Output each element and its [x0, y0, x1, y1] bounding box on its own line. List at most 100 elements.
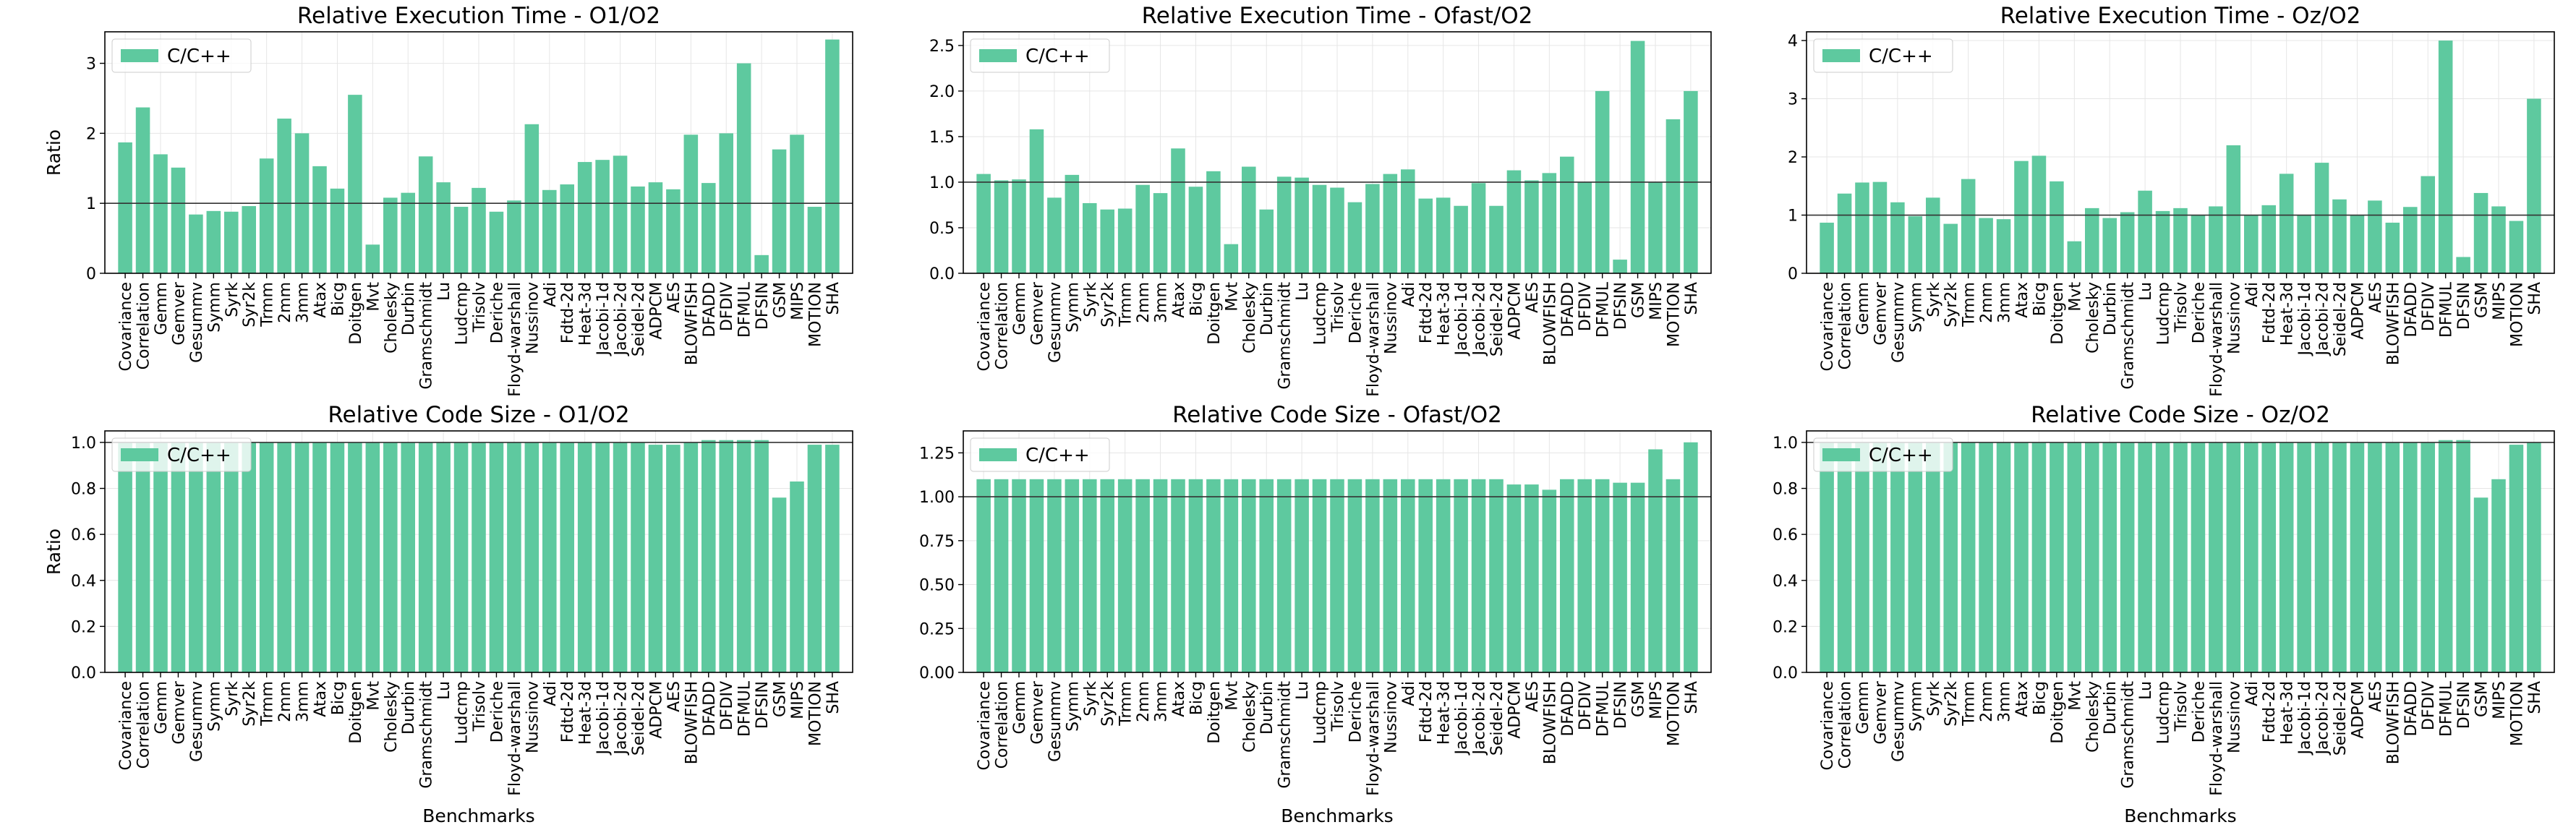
legend-box — [111, 437, 252, 472]
bar-2mm — [1979, 218, 1993, 273]
x-tick-label: Jacobi-2d — [2314, 681, 2332, 756]
bar-dfsin — [754, 440, 769, 672]
x-tick-label: MIPS — [789, 282, 807, 320]
bar-covariance — [1820, 442, 1834, 672]
bar-bicg — [2031, 155, 2047, 273]
bar-dfadd — [701, 440, 716, 672]
x-tick-label: DFSIN — [754, 681, 772, 729]
bar-gsm — [1630, 482, 1645, 672]
x-tick-label: Deriche — [488, 282, 506, 343]
x-tick-label: Trisolv — [471, 681, 489, 732]
bar-mvt — [1224, 479, 1239, 672]
bar-ludcmp — [453, 207, 469, 273]
bar-syr2k — [242, 442, 256, 672]
x-tick-label: Bicg — [2031, 282, 2049, 316]
legend-swatch — [979, 448, 1017, 461]
x-tick-label: Seidel-2d — [1488, 282, 1506, 356]
x-tick-label: MIPS — [2491, 282, 2509, 320]
bar-fdtd-2d — [2261, 205, 2276, 273]
x-tick-label: Correlation — [135, 681, 153, 769]
x-tick-label: Mvt — [1223, 282, 1241, 312]
x-tick-label: Ludcmp — [453, 681, 472, 744]
x-tick-label: Adi — [542, 282, 560, 307]
x-tick-label: 2mm — [1135, 282, 1153, 323]
y-tick-label: 2 — [86, 125, 96, 143]
bar-covariance — [118, 142, 132, 273]
x-tick-label: DFMUL — [1595, 680, 1613, 737]
bar-syr2k — [1943, 223, 1958, 273]
x-tick-label: Atax — [2013, 681, 2031, 717]
bar-jacobi-1d — [595, 442, 610, 672]
bar-syr2k — [1100, 479, 1114, 672]
bar-dfadd — [2403, 207, 2418, 273]
bar-lu — [436, 182, 451, 273]
x-tick-label: Floyd-warshall — [2208, 681, 2226, 796]
bar-adi — [1401, 169, 1415, 273]
y-ticks: 0.00 0.25 0.50 0.75 1.00 1.25 — [919, 445, 963, 683]
bar-bicg — [1188, 187, 1203, 273]
bar-correlation — [994, 180, 1009, 273]
x-tick-label: SHA — [824, 681, 843, 714]
y-ticks: 0 1 2 3 4 — [1788, 33, 1807, 283]
x-tick-label: DFSIN — [2455, 282, 2473, 330]
x-tick-label: Trmm — [1117, 282, 1135, 328]
chart-title: Relative Code Size - Ofast/O2 — [1172, 402, 1502, 428]
bar-seidel-2d — [1489, 205, 1504, 273]
y-tick-label: 0 — [86, 265, 96, 283]
bar-atax — [312, 166, 327, 273]
bar-gesummv — [1047, 197, 1062, 273]
x-tick-label: SHA — [2526, 681, 2544, 714]
x-tick-label: Syrk — [223, 681, 242, 716]
x-tick-label: Fdtd-2d — [559, 681, 577, 743]
x-tick-label: Atax — [1170, 681, 1188, 717]
chart-title: Relative Execution Time - Oz/O2 — [2000, 3, 2361, 29]
bar-doitgen — [2050, 181, 2064, 273]
x-tick-label: Gramschmidt — [2120, 282, 2138, 390]
x-tick-label: Seidel-2d — [630, 681, 648, 756]
x-tick-label: Deriche — [2190, 681, 2208, 743]
x-tick-label: Seidel-2d — [2332, 681, 2350, 756]
bar-blowfish — [683, 442, 699, 672]
bar-nussinov — [2226, 145, 2241, 273]
bar-covariance — [1820, 222, 1834, 273]
x-tick-label: AES — [1524, 681, 1542, 712]
bar-durbin — [2102, 218, 2117, 273]
x-tick-label: BLOWFISH — [2384, 282, 2402, 365]
x-tick-label: Gemver — [1028, 680, 1046, 745]
x-tick-label: Syrk — [223, 282, 242, 317]
bar-mvt — [2067, 241, 2082, 273]
x-tick-label: Floyd-warshall — [2208, 282, 2226, 397]
x-tick-label: MOTION — [806, 282, 824, 347]
x-tick-label: Nussinov — [524, 282, 542, 354]
x-tick-label: Cholesky — [383, 282, 401, 354]
bar-dfmul — [2438, 440, 2453, 672]
x-tick-label: MIPS — [1647, 681, 1666, 719]
x-tick-label: Mvt — [364, 282, 383, 312]
bar-gsm — [2473, 497, 2488, 672]
legend-box — [970, 38, 1110, 73]
bar-cholesky — [383, 197, 398, 273]
x-tick-label: Trisolv — [2172, 282, 2191, 333]
y-tick-label: 0.6 — [71, 526, 96, 544]
x-tick-label: SHA — [2526, 282, 2544, 315]
x-tick-label: Atax — [312, 681, 330, 717]
x-tick-label: 3mm — [1996, 681, 2014, 722]
x-tick-label: Cholesky — [1241, 282, 1259, 354]
y-tick-label: 0.2 — [1773, 618, 1798, 636]
x-tick-label: Syr2k — [1099, 681, 1117, 727]
x-tick-label: 3mm — [1153, 282, 1171, 323]
x-tick-label: Atax — [1170, 282, 1188, 318]
x-tick-label: Correlation — [1837, 681, 1855, 769]
bar-blowfish — [683, 134, 699, 273]
x-tick-label: Mvt — [1223, 681, 1241, 711]
x-tick-label: Trmm — [259, 681, 277, 727]
bar-dfdiv — [1577, 181, 1592, 273]
bar-syrk — [224, 442, 239, 672]
bar-cholesky — [1242, 166, 1256, 273]
bar-motion — [2509, 221, 2524, 273]
bars — [1820, 40, 2541, 273]
bar-jacobi-2d — [2314, 163, 2329, 273]
x-tick-label: Seidel-2d — [1488, 681, 1506, 756]
bar-mvt — [365, 442, 380, 672]
